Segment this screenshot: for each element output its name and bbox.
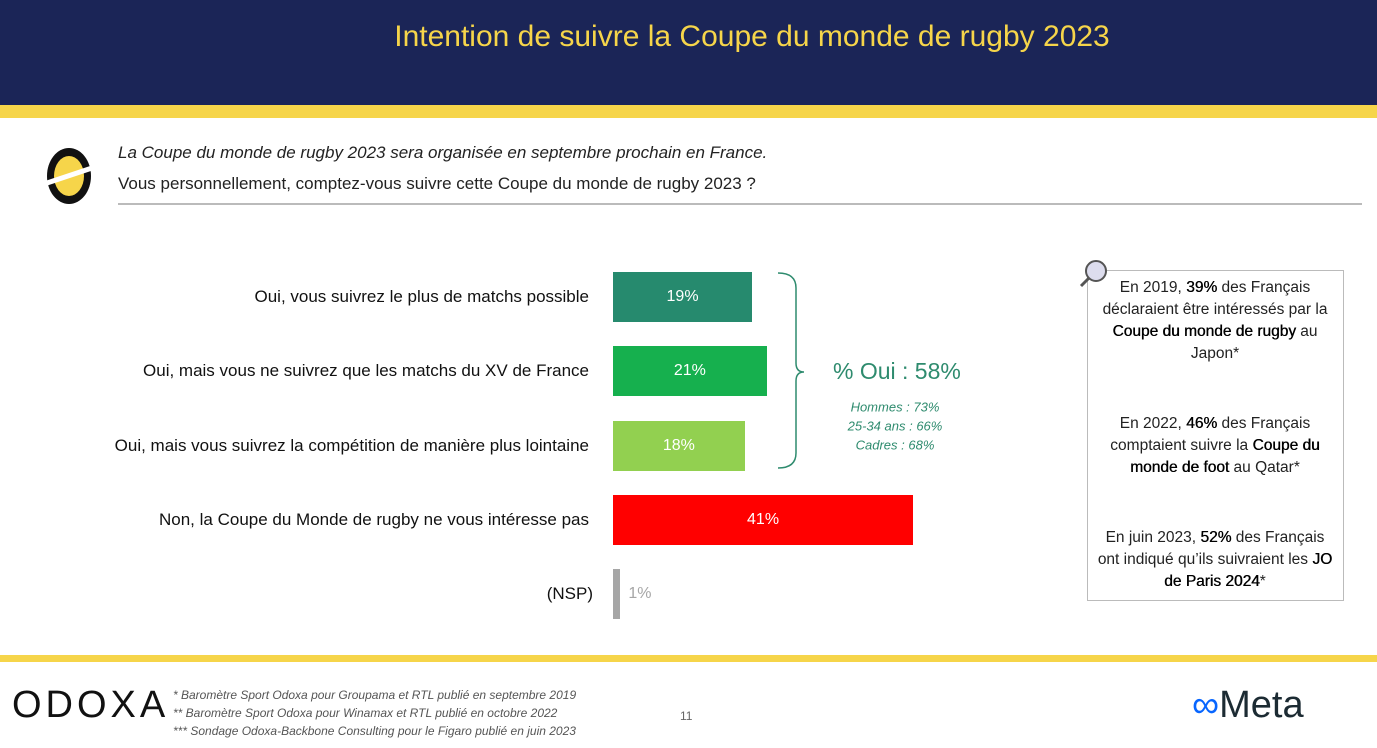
category-label: (NSP) (546, 584, 593, 604)
value-label: 41% (747, 510, 780, 528)
note-text: En juin 2023, (1105, 529, 1201, 546)
value-label: 18% (662, 436, 695, 454)
side-note: En 2019, 39% des Français déclaraient êt… (1097, 277, 1333, 365)
footnote: * Baromètre Sport Odoxa pour Groupama et… (173, 688, 577, 702)
group-detail: Cadres : 68% (855, 437, 935, 453)
question-icon (46, 148, 96, 204)
side-note: En 2022, 46% des Français comptaient sui… (1097, 413, 1333, 479)
footnote: *** Sondage Odoxa-Backbone Consulting po… (173, 724, 576, 738)
note-highlight: 39% (1186, 279, 1218, 296)
note-text: * (1259, 573, 1266, 590)
note-highlight: JO de Paris 2024 (1164, 551, 1333, 590)
note-text: En 2022, (1119, 415, 1187, 432)
note-text: des Français ont indiqué qu’ils suivraie… (1097, 529, 1325, 568)
category-label: Oui, vous suivrez le plus de matchs poss… (254, 287, 590, 306)
title: Intention de suivre la Coupe du monde de… (394, 20, 1110, 53)
note-text: des Français comptaient suivre la (1110, 415, 1311, 454)
bar (613, 494, 914, 545)
note-highlight: Coupe du monde de foot (1130, 437, 1320, 476)
brand-logo: ODOXA (12, 684, 170, 726)
note-highlight: 46% (1186, 415, 1218, 432)
value-label: 21% (673, 362, 706, 380)
header-stripe (0, 105, 1377, 118)
bar (613, 569, 621, 620)
note-text: au Qatar* (1229, 459, 1300, 476)
category-label: Oui, mais vous suivrez la compétition de… (114, 435, 589, 455)
page-number: 11 (680, 709, 693, 723)
question-context: La Coupe du monde de rugby 2023 sera org… (118, 143, 768, 162)
note-highlight: Coupe du monde de rugby (1112, 323, 1296, 340)
group-detail: Hommes : 73% (850, 399, 940, 415)
footer-stripe (0, 655, 1377, 662)
question-text: Vous personnellement, comptez-vous suivr… (118, 174, 756, 193)
header (0, 0, 1377, 105)
note-text: En 2019, (1119, 279, 1187, 296)
note-text: des Français déclaraient être intéressés… (1102, 279, 1328, 318)
group-total: % Oui : 58% (833, 358, 961, 384)
bracket (777, 272, 805, 469)
group-detail: 25-34 ans : 66% (847, 418, 943, 434)
bar (613, 272, 753, 322)
side-note: En juin 2023, 52% des Français ont indiq… (1097, 527, 1333, 593)
note-text: au Japon* (1190, 323, 1318, 362)
magnifier-icon (1079, 260, 1107, 288)
side-box (1087, 270, 1344, 601)
bar (613, 420, 745, 471)
footnote: ** Baromètre Sport Odoxa pour Winamax et… (173, 706, 558, 720)
value-label: 1% (628, 585, 652, 603)
partner-name: Meta (1219, 684, 1304, 726)
partner-logo: ∞Meta (1192, 684, 1304, 726)
separator (118, 203, 1362, 205)
note-highlight: 52% (1200, 529, 1232, 546)
category-label: Oui, mais vous ne suivrez que les matchs… (143, 361, 589, 381)
category-label: Non, la Coupe du Monde de rugby ne vous … (159, 509, 589, 529)
value-label: 19% (666, 288, 699, 305)
bar (613, 346, 767, 397)
